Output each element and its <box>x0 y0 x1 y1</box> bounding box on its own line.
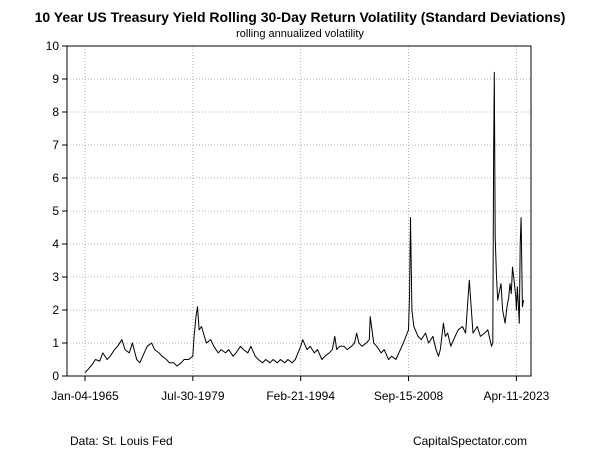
y-tick-label: 9 <box>52 72 59 86</box>
x-tick-label: Feb-21-1994 <box>266 389 335 403</box>
y-tick-label: 8 <box>52 105 59 119</box>
y-tick-label: 0 <box>52 369 59 383</box>
y-tick-label: 2 <box>52 303 59 317</box>
chart-subtitle: rolling annualized volatility <box>236 28 364 40</box>
x-tick-label: Jan-04-1965 <box>51 389 119 403</box>
y-tick-label: 6 <box>52 171 59 185</box>
axes: 0 1 2 3 4 5 6 7 8 9 10 Jan-04-1965 Jul-30-1979 Feb-21… <box>46 39 550 403</box>
x-tick-label: Jul-30-1979 <box>161 389 225 403</box>
y-tick-label: 4 <box>52 237 59 251</box>
plot-frame <box>66 45 532 377</box>
grid <box>67 45 531 377</box>
y-tick-label: 10 <box>46 39 60 53</box>
x-tick-label: Sep-15-2008 <box>374 389 444 403</box>
y-tick-label: 5 <box>52 204 59 218</box>
footer-source: Data: St. Louis Fed <box>70 434 173 448</box>
series-layer <box>84 71 525 374</box>
footer-credit: CapitalSpectator.com <box>413 434 527 448</box>
y-tick-label: 3 <box>52 270 59 284</box>
chart-title: 10 Year US Treasury Yield Rolling 30-Day… <box>35 9 566 25</box>
y-tick-label: 7 <box>52 138 59 152</box>
y-tick-label: 1 <box>52 336 59 350</box>
x-tick-label: Apr-11-2023 <box>483 389 549 403</box>
series-line <box>84 71 525 374</box>
